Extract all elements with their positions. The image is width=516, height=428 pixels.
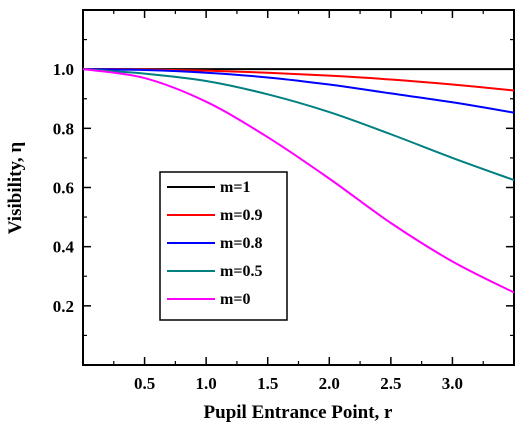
y-tick-label: 0.2 <box>53 297 74 316</box>
y-tick-label: 1.0 <box>53 60 74 79</box>
legend-label: m=0.9 <box>220 207 262 224</box>
y-axis-title: Visibility, η <box>5 142 26 234</box>
series-line-3 <box>82 68 515 182</box>
series-line-4 <box>82 68 515 294</box>
legend-label: m=0.8 <box>220 235 262 252</box>
ticks: 0.5 1.0 1.5 2.0 2.5 3.0 0.2 0.4 0.6 0.8 1.0 <box>53 10 514 393</box>
legend: m=1 m=0.9 m=0.8 m=0.5 m=0 <box>159 171 288 321</box>
x-tick-label: 1.5 <box>257 374 278 393</box>
legend-label: m=0.5 <box>220 263 262 280</box>
x-tick-label: 3.0 <box>442 374 463 393</box>
x-tick-label: 2.5 <box>380 374 401 393</box>
legend-items: m=1 m=0.9 m=0.8 m=0.5 m=0 <box>167 179 262 308</box>
plot-area-border <box>82 9 515 366</box>
legend-box <box>159 171 288 321</box>
x-tick-label: 0.5 <box>134 374 155 393</box>
plot-frame <box>82 9 515 366</box>
legend-label: m=0 <box>220 291 250 308</box>
x-tick-label: 2.0 <box>319 374 340 393</box>
y-tick-label: 0.8 <box>53 119 74 138</box>
legend-label: m=1 <box>220 179 250 196</box>
x-tick-label: 1.0 <box>196 374 217 393</box>
y-tick-label: 0.6 <box>53 179 74 198</box>
y-tick-label: 0.4 <box>53 238 75 257</box>
series-line-2 <box>82 68 515 114</box>
x-axis-title: Pupil Entrance Point, r <box>204 402 394 423</box>
series-layer <box>82 68 515 294</box>
